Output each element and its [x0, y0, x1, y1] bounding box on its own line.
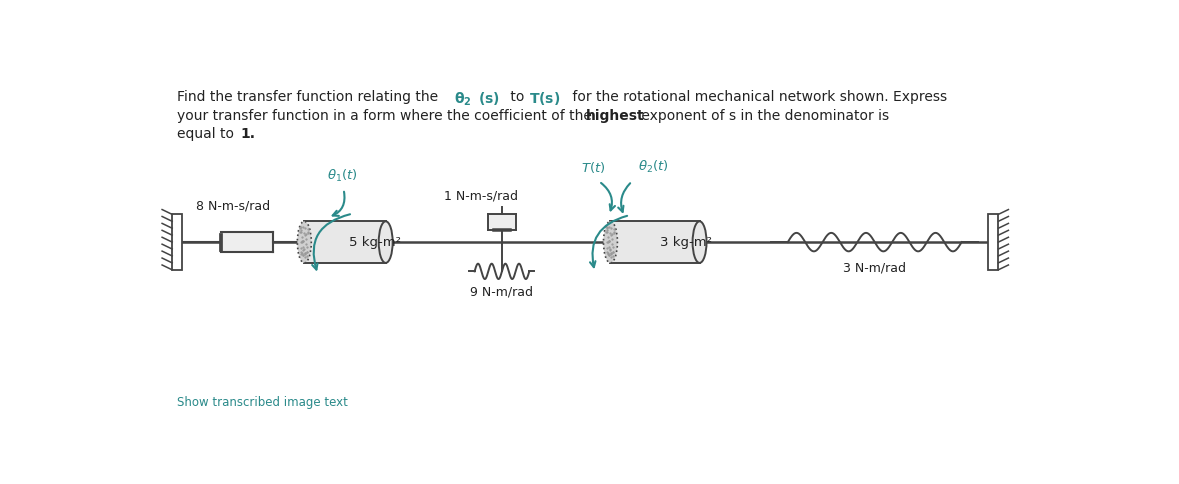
- Text: 1 N-m-s/rad: 1 N-m-s/rad: [443, 189, 518, 202]
- Text: exponent of s in the denominator is: exponent of s in the denominator is: [637, 109, 889, 123]
- Text: Show transcribed image text: Show transcribed image text: [177, 396, 348, 409]
- Ellipse shape: [604, 221, 618, 263]
- Text: 8 N-m-s/rad: 8 N-m-s/rad: [196, 200, 270, 213]
- Text: $\mathbf{(s)}$: $\mathbf{(s)}$: [477, 91, 499, 107]
- Text: 3 kg-m²: 3 kg-m²: [659, 236, 712, 249]
- Text: $\mathbf{\theta_2}$: $\mathbf{\theta_2}$: [454, 91, 472, 108]
- Text: for the rotational mechanical network shown. Express: for the rotational mechanical network sh…: [568, 91, 947, 105]
- Text: $\theta_2(t)$: $\theta_2(t)$: [638, 159, 668, 175]
- Bar: [172, 214, 183, 270]
- Text: equal to: equal to: [177, 127, 238, 141]
- Text: 9 N-m/rad: 9 N-m/rad: [470, 285, 533, 298]
- Text: your transfer function in a form where the coefficient of the: your transfer function in a form where t…: [177, 109, 597, 123]
- Text: Find the transfer function relating the: Find the transfer function relating the: [177, 91, 442, 105]
- Bar: [222, 232, 272, 252]
- Text: highest: highest: [586, 109, 645, 123]
- Text: $T(t)$: $T(t)$: [581, 160, 606, 175]
- Bar: [611, 221, 699, 263]
- Text: 1.: 1.: [241, 127, 256, 141]
- Text: 5 kg-m²: 5 kg-m²: [349, 236, 401, 249]
- Ellipse shape: [297, 221, 311, 263]
- Ellipse shape: [378, 221, 393, 263]
- Bar: [304, 221, 386, 263]
- Text: to: to: [506, 91, 529, 105]
- Ellipse shape: [692, 221, 706, 263]
- Text: 3 N-m/rad: 3 N-m/rad: [843, 261, 907, 274]
- Bar: [488, 214, 516, 230]
- Text: $\mathbf{T(s)}$: $\mathbf{T(s)}$: [529, 91, 561, 107]
- Text: $\theta_1(t)$: $\theta_1(t)$: [327, 167, 357, 183]
- Bar: [988, 214, 999, 270]
